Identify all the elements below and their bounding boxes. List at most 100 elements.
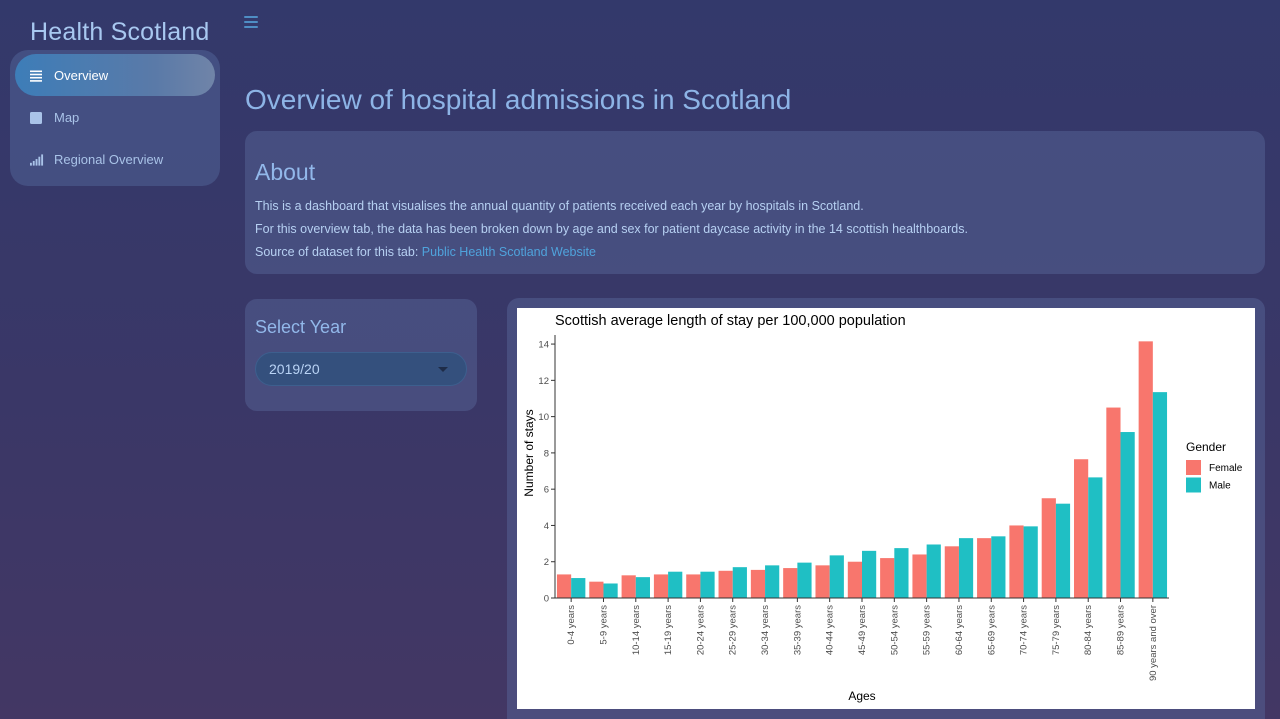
bar-male [571, 578, 586, 598]
y-tick-label: 0 [544, 594, 549, 605]
about-description: This is a dashboard that visualises the … [255, 199, 864, 213]
about-breakdown-note: For this overview tab, the data has been… [255, 222, 968, 236]
x-tick-label: 70-74 years [1019, 605, 1030, 655]
x-tick-label: 5-9 years [598, 605, 609, 645]
bar-female [1106, 407, 1121, 598]
bar-male [765, 565, 780, 598]
bar-female [783, 568, 798, 598]
chart-y-axis-label: Number of stays [522, 409, 536, 496]
y-tick-label: 4 [544, 521, 549, 532]
legend-swatch-female [1186, 460, 1201, 475]
bar-male [797, 562, 812, 598]
signal-bars-icon [30, 152, 44, 166]
about-box: About This is a dashboard that visualise… [245, 131, 1265, 274]
bar-male [1055, 503, 1071, 598]
bar-male [700, 571, 715, 598]
bar-female [847, 561, 862, 598]
bar-female [621, 575, 636, 598]
x-tick-label: 45-49 years [857, 605, 868, 655]
bar-female [815, 565, 830, 598]
y-tick-label: 10 [538, 412, 549, 423]
bar-male [862, 550, 877, 598]
sidebar-item-map[interactable]: Map [15, 96, 215, 138]
year-dropdown-value: 2019/20 [269, 361, 320, 377]
x-tick-label: 20-24 years [695, 605, 706, 655]
bar-male [958, 538, 974, 598]
about-source: Source of dataset for this tab: Public H… [255, 241, 1255, 264]
x-tick-label: 85-89 years [1116, 605, 1127, 655]
x-tick-label: 50-54 years [889, 605, 900, 655]
bar-female [1009, 525, 1024, 598]
x-tick-label: 75-79 years [1051, 605, 1062, 655]
bar-male [668, 571, 683, 598]
x-tick-label: 0-4 years [566, 605, 577, 645]
y-tick-label: 6 [544, 485, 549, 496]
bar-female [718, 570, 733, 598]
bar-female [944, 546, 959, 598]
x-tick-label: 35-39 years [792, 605, 803, 655]
chart-x-axis-label: Ages [848, 689, 875, 703]
x-tick-label: 60-64 years [954, 605, 965, 655]
year-dropdown[interactable]: 2019/20 [255, 352, 467, 386]
bar-female [1041, 498, 1056, 598]
bar-female [912, 554, 927, 598]
bar-male [1023, 526, 1038, 598]
x-tick-label: 80-84 years [1083, 605, 1094, 655]
year-select-panel: Select Year 2019/20 [245, 299, 477, 411]
bar-female [1138, 341, 1153, 598]
bar-male [603, 583, 618, 598]
y-tick-label: 14 [538, 340, 549, 351]
legend-swatch-male [1186, 477, 1201, 493]
x-tick-label: 25-29 years [728, 605, 739, 655]
x-tick-label: 10-14 years [631, 605, 642, 655]
app-title: Health Scotland [30, 18, 210, 46]
bar-male [926, 544, 941, 598]
bar-female [653, 574, 669, 598]
source-link[interactable]: Public Health Scotland Website [421, 245, 596, 259]
list-icon [30, 68, 44, 82]
bar-female [977, 538, 992, 598]
bar-male [635, 577, 650, 598]
x-tick-label: 90 years and over [1148, 605, 1159, 681]
square-icon [30, 110, 44, 124]
bar-male [991, 536, 1006, 598]
menu-toggle-icon[interactable] [244, 16, 258, 30]
x-tick-label: 30-34 years [760, 605, 771, 655]
bar-female [880, 558, 895, 598]
caret-down-icon [438, 366, 448, 372]
bar-male [1120, 432, 1135, 598]
y-tick-label: 2 [544, 557, 549, 568]
bar-male [1088, 477, 1103, 598]
y-tick-label: 12 [538, 376, 549, 387]
bar-male [894, 548, 909, 598]
chart-title: Scottish average length of stay per 100,… [555, 313, 906, 329]
bar-female [686, 574, 701, 598]
sidebar-item-label: Regional Overview [54, 151, 164, 167]
bar-male [1152, 392, 1168, 598]
bar-female [556, 574, 572, 598]
select-year-label: Select Year [255, 317, 347, 337]
x-tick-label: 55-59 years [922, 605, 933, 655]
chart-area: Scottish average length of stay per 100,… [517, 308, 1255, 709]
sidebar-item-overview[interactable]: Overview [15, 54, 215, 96]
source-prefix: Source of dataset for this tab: [255, 245, 419, 259]
legend-title: Gender [1186, 440, 1226, 454]
sidebar-item-label: Map [54, 109, 80, 125]
y-tick-label: 8 [544, 448, 549, 459]
bar-female [750, 569, 766, 598]
bar-female [589, 581, 604, 598]
legend-label-male: Male [1209, 481, 1231, 492]
sidebar-item-label: Overview [54, 67, 109, 83]
sidebar: Overview Map Regional Overview [10, 50, 220, 186]
legend-label-female: Female [1209, 463, 1243, 474]
bar-male [829, 555, 844, 598]
sidebar-item-regional-overview[interactable]: Regional Overview [15, 138, 215, 180]
page-title: Overview of hospital admissions in Scotl… [245, 84, 792, 115]
chart-panel: Scottish average length of stay per 100,… [507, 298, 1265, 719]
length-of-stay-chart: Scottish average length of stay per 100,… [522, 313, 1243, 703]
x-tick-label: 40-44 years [825, 605, 836, 655]
bar-female [1074, 459, 1089, 598]
bar-male [732, 567, 747, 598]
x-tick-label: 15-19 years [663, 605, 674, 655]
about-heading: About [255, 159, 316, 185]
